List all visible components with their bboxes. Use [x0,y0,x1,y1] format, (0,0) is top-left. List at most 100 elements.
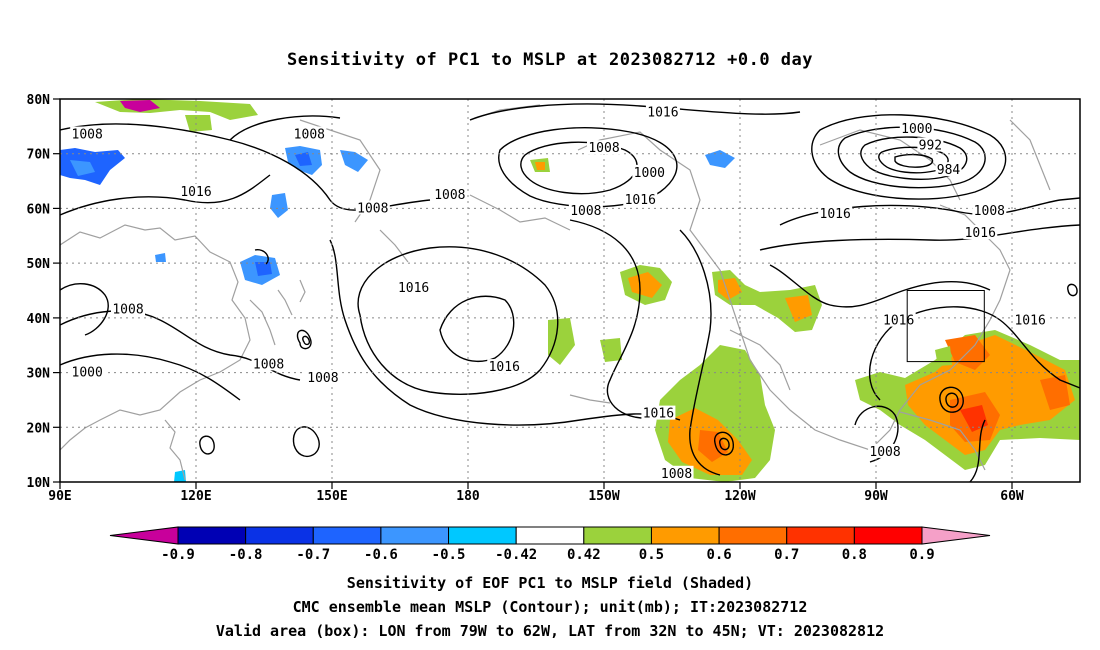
contour-label: 1016 [398,281,429,296]
contour-labels: 1008 1008 1016 1008 1000 1000 992 984 1016 1008 10… [70,104,1048,482]
contour-label-bg [899,121,934,136]
colorbar-tick-label: -0.42 [495,547,537,563]
contour-label: 1016 [965,226,996,241]
contour-label-bg [568,203,603,218]
contour-label: 1008 [661,467,692,482]
colorbar-swatch [312,526,382,545]
contour-label-bg [868,443,903,458]
colorbar-tick-label: 0.8 [842,547,867,563]
contour-label: 1008 [974,204,1005,219]
lat-label-30n: 30N [27,367,51,382]
contour-label: 984 [937,163,961,178]
contour-label: 1000 [72,366,103,381]
lat-label-10n: 10N [27,476,51,491]
contour-label: 1016 [180,185,211,200]
lon-label-150w: 150W [588,489,619,504]
contour-label: 1008 [294,128,325,143]
lon-label-150e: 150E [316,489,347,504]
map-title: Sensitivity of PC1 to MSLP at 2023082712… [286,50,813,70]
contour-label-bg [917,137,944,152]
contour-label-bg [1013,312,1048,327]
lon-label-60w: 60W [1000,489,1024,504]
contour-label-bg [179,184,213,199]
contour-label: 1016 [883,314,914,329]
lat-label-70n: 70N [27,148,51,163]
contour-label-bg [963,225,998,240]
contour-label-bg [432,186,467,201]
contour-label-bg [632,164,667,179]
colorbar-arrow-low [109,526,179,545]
lat-label-60n: 60N [27,202,51,217]
colorbar-swatch [177,526,247,545]
contour-label-bg [972,203,1007,218]
contour-label: 1008 [357,201,388,216]
colorbar-swatch [853,526,923,545]
colorbar-swatch [583,526,652,545]
contour-label-bg [251,356,286,371]
contour-label-bg [935,162,962,177]
contour-label: 1016 [647,106,678,121]
contour-label-bg [111,301,145,316]
contour-label-bg [623,192,658,207]
contour-label-bg [645,104,680,119]
colorbar-tick-label: -0.5 [432,547,466,563]
contour-label: 1000 [901,122,932,137]
graticule [60,99,1080,482]
contour-label-bg [818,205,853,220]
contour-label-bg [70,364,105,379]
colorbar-tick-label: 0.42 [567,547,601,563]
colorbar-tick-label: 0.9 [909,547,934,563]
colorbar-tick-label: -0.6 [364,547,398,563]
colorbar-arrow-high [921,526,991,545]
colorbar-tick-label: 0.6 [706,547,731,563]
contour-label: 1016 [820,207,851,222]
contour-label-bg [487,359,522,374]
contour-label: 1008 [112,303,143,318]
lon-label-120w: 120W [724,489,755,504]
contour-label-bg [355,200,390,215]
lat-label-80n: 80N [27,93,51,108]
lon-label-180: 180 [456,489,480,504]
lon-label-90w: 90W [864,489,888,504]
caption-line-3: Valid area (box): LON from 79W to 62W, L… [215,622,885,640]
colorbar-swatch [786,526,855,545]
contour-label-bg [305,370,340,385]
axis-ticks [53,98,1013,489]
colorbar-swatch [245,526,314,545]
contour-label: 1008 [72,128,103,143]
contour-label: 1008 [869,445,900,460]
colorbar-tick-label: 0.7 [774,547,799,563]
colorbar-tick-label: -0.9 [161,547,195,563]
map-frame [59,98,1081,483]
contour-label: 1008 [434,188,465,203]
contour-label-bg [587,140,621,155]
contour-label: 1016 [1014,314,1045,329]
colorbar-tick-label: -0.8 [229,547,263,563]
caption-line-1: Sensitivity of EOF PC1 to MSLP field (Sh… [346,574,754,592]
lon-label-90e: 90E [48,489,71,504]
contour-label-bg [70,126,105,141]
contour-label-bg [292,126,327,141]
contour-label: 1008 [253,357,284,372]
contour-label-bg [396,279,431,294]
colorbar-tick-label: -0.7 [296,547,330,563]
colorbar-swatch [448,526,517,545]
contour-label: 1016 [643,407,674,422]
colorbar-swatch [380,526,450,545]
valid-area-box [906,290,985,363]
caption-line-2: CMC ensemble mean MSLP (Contour); unit(m… [292,598,808,616]
contour-label: 1008 [588,141,619,156]
contour-label: 1000 [634,166,665,181]
contour-label: 1008 [307,371,338,386]
lat-label-20n: 20N [27,421,51,436]
colorbar-swatch [515,526,585,545]
lon-label-120e: 120E [180,489,211,504]
lat-label-40n: 40N [27,312,51,327]
colorbar-tick-label: 0.5 [639,547,664,563]
contour-label: 1016 [489,360,520,375]
colorbar-swatch [650,526,720,545]
colorbar: -0.9 -0.8 -0.7 -0.6 -0.5 -0.42 0.42 0.5 0.6 0.7 0.… [109,526,991,563]
lat-label-50n: 50N [27,257,51,272]
contour-label: 992 [919,139,942,154]
